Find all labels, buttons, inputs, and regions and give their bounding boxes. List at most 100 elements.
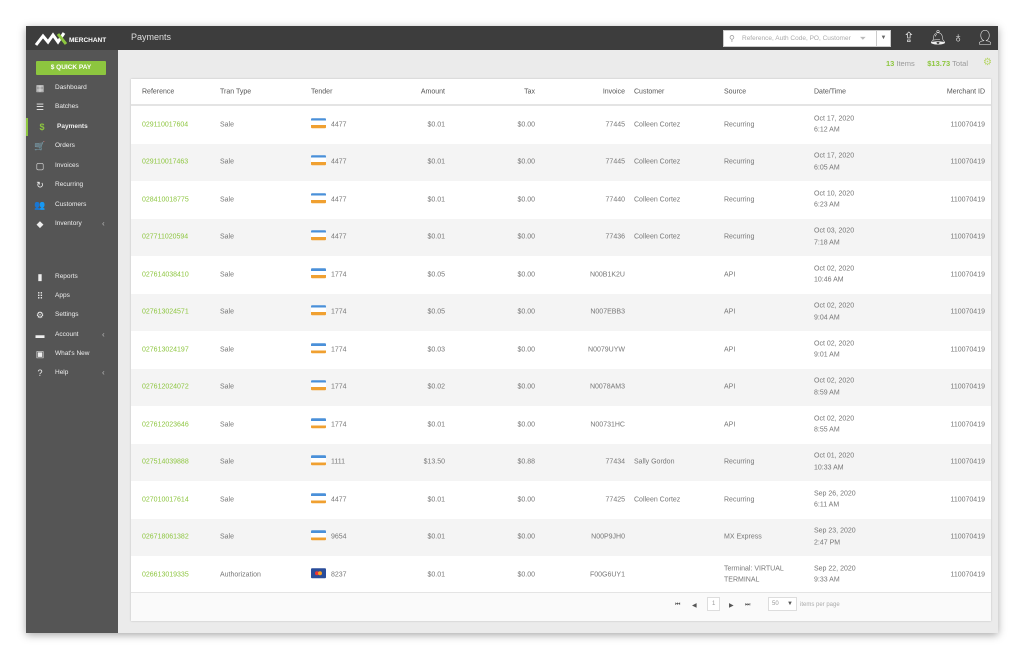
sidebar-item-reports[interactable]: ▮ Reports bbox=[26, 268, 118, 286]
date-text: Oct 17, 2020 bbox=[814, 152, 855, 160]
tax-text: $0.00 bbox=[517, 271, 535, 278]
sidebar-item-account[interactable]: ▬ Account ‹ bbox=[26, 326, 118, 344]
table-row[interactable]: 027514039888 Sale 1111 $13.50 $0.88 77434 Sall… bbox=[131, 443, 991, 481]
bell-icon[interactable]: 🔔︎ bbox=[929, 29, 947, 45]
column-header-reference[interactable]: Reference bbox=[142, 87, 175, 95]
reference-link[interactable]: 027514039888 bbox=[142, 458, 189, 466]
sidebar-item-dashboard[interactable]: ▦ Dashboard bbox=[26, 79, 118, 97]
reference-cell[interactable]: 028410018775 bbox=[142, 194, 189, 206]
amount-text: $0.01 bbox=[427, 196, 445, 203]
column-header-amount[interactable]: Amount bbox=[420, 87, 445, 95]
first-page-button[interactable]: ⏮ bbox=[675, 602, 681, 608]
reference-link[interactable]: 029110017604 bbox=[142, 121, 189, 128]
sidebar-item-inventory[interactable]: ◆ Inventory ‹ bbox=[26, 215, 118, 233]
reference-link[interactable]: 026718061382 bbox=[142, 533, 189, 541]
sidebar-item-what-s-new[interactable]: ▣ What's New bbox=[26, 345, 118, 363]
reference-cell[interactable]: 027711020594 bbox=[142, 232, 188, 244]
column-header-source[interactable]: Source bbox=[724, 87, 747, 95]
sidebar-item-orders[interactable]: 🛒 Orders bbox=[26, 137, 118, 155]
bar-chart-icon: ▮ bbox=[37, 272, 43, 282]
sidebar-item-settings[interactable]: ⚙ Settings bbox=[26, 306, 118, 324]
sidebar-item-invoices[interactable]: ▢ Invoices bbox=[26, 157, 118, 175]
reference-link[interactable]: 026613019335 bbox=[142, 571, 189, 578]
sidebar-item-batches[interactable]: ☰ Batches bbox=[26, 98, 118, 116]
date-text: Oct 02, 2020 bbox=[814, 415, 855, 423]
sidebar-item-label: Customers bbox=[55, 201, 87, 208]
page-number[interactable]: 1 bbox=[707, 597, 721, 611]
tender-cell: 1774 bbox=[311, 343, 347, 356]
column-header-invoice[interactable]: Invoice bbox=[602, 87, 625, 95]
reference-cell[interactable]: 027612023646 bbox=[142, 419, 189, 431]
column-header-tran-type[interactable]: Tran Type bbox=[220, 87, 252, 95]
reference-cell[interactable]: 027614038410 bbox=[142, 269, 189, 281]
search-placeholder: Reference, Auth Code, PO, Customer bbox=[742, 35, 851, 42]
payments-table: Reference Tran Type Tender Amount Tax Invoice… bbox=[131, 79, 991, 621]
sidebar-item-payments[interactable]: $ Payments bbox=[26, 118, 118, 136]
table-row[interactable]: 028410018775 Sale 4477 $0.01 $0.00 77440 Colle… bbox=[131, 181, 991, 219]
sidebar-item-customers[interactable]: 👥 Customers bbox=[26, 196, 118, 214]
lightbulb-icon[interactable]: ♁ bbox=[953, 29, 964, 45]
reference-cell[interactable]: 027613024571 bbox=[142, 307, 189, 319]
reference-link[interactable]: 027613024571 bbox=[142, 308, 189, 316]
table-row[interactable]: 029110017604 Sale 4477 $0.01 $0.00 77445 Colle… bbox=[131, 106, 991, 144]
reference-link[interactable]: 027614038410 bbox=[142, 271, 189, 278]
table-row[interactable]: 027614038410 Sale 1774 $0.05 $0.00 N00B1K2U AP… bbox=[131, 256, 991, 294]
amount-cell: $0.01 bbox=[427, 419, 445, 431]
sidebar-item-apps[interactable]: ⠿ Apps bbox=[26, 287, 118, 305]
reference-link[interactable]: 029110017463 bbox=[142, 158, 189, 166]
page-size-select[interactable]: 50 ▼ bbox=[768, 597, 797, 611]
reference-link[interactable]: 028410018775 bbox=[142, 196, 189, 203]
tax-text: $0.00 bbox=[517, 233, 535, 241]
tender-cell: 4477 bbox=[311, 230, 347, 244]
tax-cell: $0.00 bbox=[517, 344, 535, 356]
reference-cell[interactable]: 026613019335 bbox=[142, 569, 189, 581]
column-header-tax[interactable]: Tax bbox=[524, 87, 535, 95]
reference-cell[interactable]: 029110017604 bbox=[142, 119, 188, 131]
date-text: Oct 02, 2020 bbox=[814, 340, 855, 348]
invoice-text: 77436 bbox=[605, 233, 625, 241]
chevron-left-icon: ‹ bbox=[102, 368, 105, 377]
filter-icon[interactable]: ⏷ bbox=[859, 34, 866, 43]
customer-cell: Sally Gordon bbox=[634, 457, 674, 469]
search-input[interactable]: ⚲ Reference, Auth Code, PO, Customer ⏷ ▼ bbox=[723, 30, 891, 47]
search-dropdown-button[interactable]: ▼ bbox=[876, 31, 890, 46]
reference-cell[interactable]: 027514039888 bbox=[142, 457, 189, 469]
column-header-date-time[interactable]: Date/Time bbox=[814, 87, 847, 95]
share-icon[interactable]: ⇪ bbox=[903, 29, 915, 45]
app-window: MERCHANT Payments ⚲ Reference, Auth Code… bbox=[26, 26, 998, 633]
user-icon[interactable]: 👤︎ bbox=[976, 29, 994, 45]
column-settings-icon[interactable]: ⚙ bbox=[983, 57, 992, 68]
reference-cell[interactable]: 029110017463 bbox=[142, 157, 188, 169]
tran-type-cell: Sale bbox=[220, 419, 234, 431]
table-row[interactable]: 027612024072 Sale 1774 $0.02 $0.00 N0078AM3 AP… bbox=[131, 368, 991, 406]
quick-pay-button[interactable]: $ QUICK PAY bbox=[36, 61, 106, 75]
column-header-tender[interactable]: Tender bbox=[311, 87, 333, 95]
column-header-merchant-id[interactable]: Merchant ID bbox=[946, 87, 985, 95]
table-row[interactable]: 027613024197 Sale 1774 $0.03 $0.00 N0079UYW AP… bbox=[131, 331, 991, 369]
last-page-button[interactable]: ⏭ bbox=[745, 602, 751, 608]
column-header-customer[interactable]: Customer bbox=[634, 87, 665, 95]
next-page-button[interactable]: ▶ bbox=[729, 603, 734, 609]
table-row[interactable]: 026718061382 Sale 9654 $0.01 $0.00 N00P9JH0 MX… bbox=[131, 518, 991, 556]
reference-cell[interactable]: 027612024072 bbox=[142, 382, 189, 394]
page-size-value: 50 bbox=[772, 601, 779, 607]
reference-cell[interactable]: 027010017614 bbox=[142, 494, 189, 506]
reference-cell[interactable]: 026718061382 bbox=[142, 532, 189, 544]
amount-text: $0.01 bbox=[427, 571, 445, 578]
table-row[interactable]: 027613024571 Sale 1774 $0.05 $0.00 N007EBB3 AP… bbox=[131, 293, 991, 331]
prev-page-button[interactable]: ◀ bbox=[692, 603, 697, 609]
table-row[interactable]: 027711020594 Sale 4477 $0.01 $0.00 77436 Colle… bbox=[131, 218, 991, 256]
tax-text: $0.00 bbox=[517, 383, 535, 391]
table-row[interactable]: 029110017463 Sale 4477 $0.01 $0.00 77445 Colle… bbox=[131, 143, 991, 181]
reference-link[interactable]: 027612023646 bbox=[142, 421, 189, 428]
reference-link[interactable]: 027612024072 bbox=[142, 383, 189, 391]
reference-link[interactable]: 027613024197 bbox=[142, 346, 189, 353]
sidebar-item-help[interactable]: ? Help ‹ bbox=[26, 364, 118, 382]
table-row[interactable]: 026613019335 Authorization 8237 $0.01 $0.00 F… bbox=[131, 556, 991, 594]
reference-cell[interactable]: 027613024197 bbox=[142, 344, 189, 356]
reference-link[interactable]: 027711020594 bbox=[142, 233, 189, 241]
sidebar-item-recurring[interactable]: ↻ Recurring bbox=[26, 176, 118, 194]
reference-link[interactable]: 027010017614 bbox=[142, 496, 189, 503]
table-row[interactable]: 027612023646 Sale 1774 $0.01 $0.00 N00731HC AP… bbox=[131, 406, 991, 444]
table-row[interactable]: 027010017614 Sale 4477 $0.01 $0.00 77425 Colle… bbox=[131, 481, 991, 519]
